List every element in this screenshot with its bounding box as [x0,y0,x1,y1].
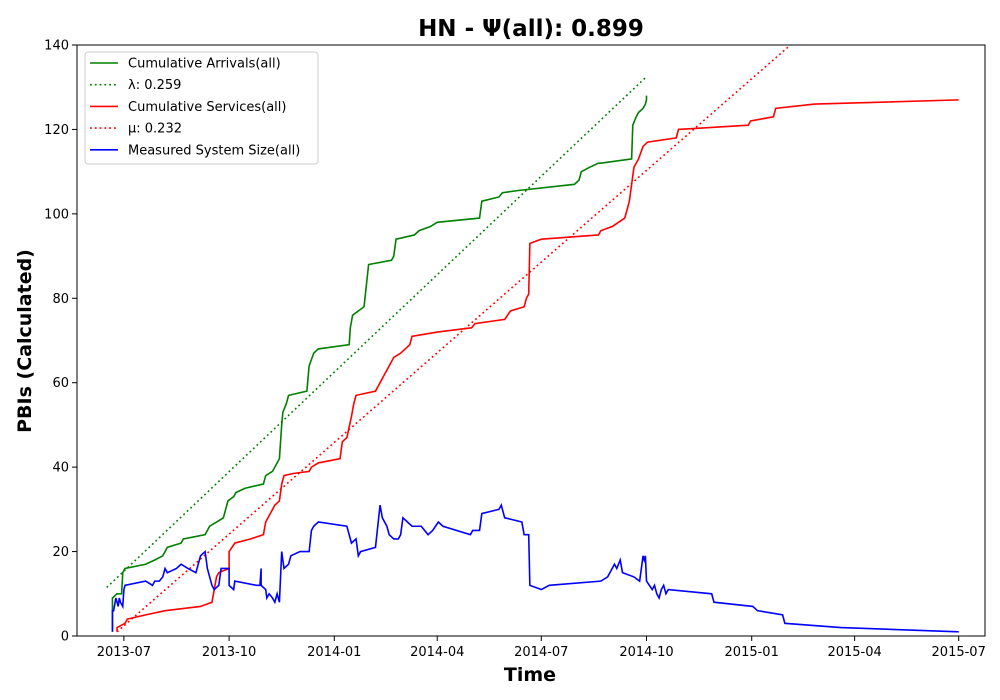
x-tick-label: 2015-01 [725,645,779,660]
series-line-3 [116,99,959,632]
x-tick-label: 2015-04 [827,645,881,660]
series-line-5 [111,503,959,633]
legend-box [84,51,319,165]
y-tick-label: 20 [52,545,69,560]
series-line-2 [106,76,648,589]
x-tick-label: 2014-07 [514,645,568,660]
legend-label-3: Cumulative Services(all) [128,100,286,115]
y-axis: 0 20 40 60 80 100 120 140 [44,39,77,645]
x-tick-label: 2014-04 [410,645,464,660]
x-axis-title: Time [504,664,556,686]
legend-label-1: Cumulative Arrivals(all) [128,57,281,72]
y-tick-label: 120 [44,123,69,138]
y-tick-label: 60 [52,376,69,391]
x-tick-label: 2013-07 [97,645,151,660]
legend-label-2: λ: 0.259 [128,78,181,93]
legend-label-5: Measured System Size(all) [128,143,300,158]
series-line-1 [111,95,648,632]
x-tick-label: 2014-10 [619,645,673,660]
series-layer [106,45,959,633]
y-tick-label: 140 [44,39,69,54]
series-line-4 [116,45,792,633]
x-tick-label: 2013-10 [202,645,256,660]
plot-frame [76,44,986,637]
chart-title: HN - Ψ(all): 0.899 [418,16,644,42]
legend-label-4: μ: 0.232 [128,122,182,137]
y-tick-label: 100 [44,207,69,222]
x-tick-label: 2015-07 [932,645,986,660]
y-axis-title: PBIs (Calculated) [14,249,36,433]
y-tick-label: 0 [61,630,69,645]
y-tick-label: 80 [52,292,69,307]
legend: Cumulative Arrivals(all) λ: 0.259 Cumulati… [84,51,319,165]
y-tick-label: 40 [52,461,69,476]
x-axis: 2013-07 2013-10 2014-01 2014-04 2014-07 2014-… [97,636,986,660]
x-tick-label: 2014-01 [307,645,361,660]
